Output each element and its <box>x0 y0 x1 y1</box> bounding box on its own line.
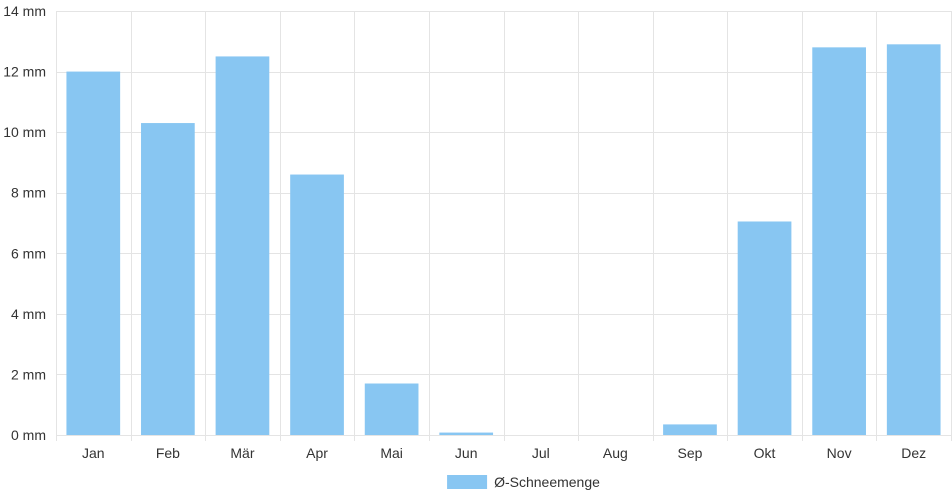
y-axis: 0 mm 2 mm 4 mm 6 mm 8 mm 10 mm 12 mm 14 mm <box>3 3 46 443</box>
x-tick-label: Aug <box>603 445 628 461</box>
bar-okt[interactable] <box>737 221 792 435</box>
y-tick-label: 14 mm <box>3 3 46 19</box>
bar-jun[interactable] <box>439 432 494 435</box>
x-tick-label: Jan <box>82 445 105 461</box>
legend[interactable]: Ø-Schneemenge <box>447 474 600 490</box>
x-axis: Jan Feb Mär Apr Mai Jun Jul Aug Sep Okt Nov Dez <box>82 445 926 461</box>
x-tick-label: Mär <box>230 445 254 461</box>
x-tick-label: Okt <box>754 445 776 461</box>
y-tick-label: 8 mm <box>11 185 46 201</box>
bar-jan[interactable] <box>66 71 121 436</box>
bar-sep[interactable] <box>663 424 717 435</box>
x-tick-label: Feb <box>156 445 180 461</box>
x-tick-label: Sep <box>677 445 702 461</box>
x-tick-label: Dez <box>901 445 926 461</box>
bar-dez[interactable] <box>886 44 941 436</box>
y-tick-label: 10 mm <box>3 124 46 140</box>
bar-feb[interactable] <box>141 123 195 436</box>
legend-label[interactable]: Ø-Schneemenge <box>494 474 600 490</box>
x-tick-label: Apr <box>306 445 328 461</box>
x-tick-label: Mai <box>380 445 403 461</box>
bar-nov[interactable] <box>812 47 866 435</box>
bar-mai[interactable] <box>364 383 419 435</box>
y-tick-label: 4 mm <box>11 306 46 322</box>
bars <box>66 44 941 436</box>
x-tick-label: Jun <box>455 445 478 461</box>
y-tick-label: 0 mm <box>11 427 46 443</box>
grid <box>56 11 952 441</box>
x-tick-label: Jul <box>532 445 550 461</box>
bar-mär[interactable] <box>215 56 270 436</box>
y-tick-label: 12 mm <box>3 64 46 80</box>
y-tick-label: 2 mm <box>11 366 46 382</box>
legend-swatch[interactable] <box>447 475 488 489</box>
y-tick-label: 6 mm <box>11 245 46 261</box>
x-tick-label: Nov <box>827 445 852 461</box>
bar-apr[interactable] <box>290 174 344 436</box>
